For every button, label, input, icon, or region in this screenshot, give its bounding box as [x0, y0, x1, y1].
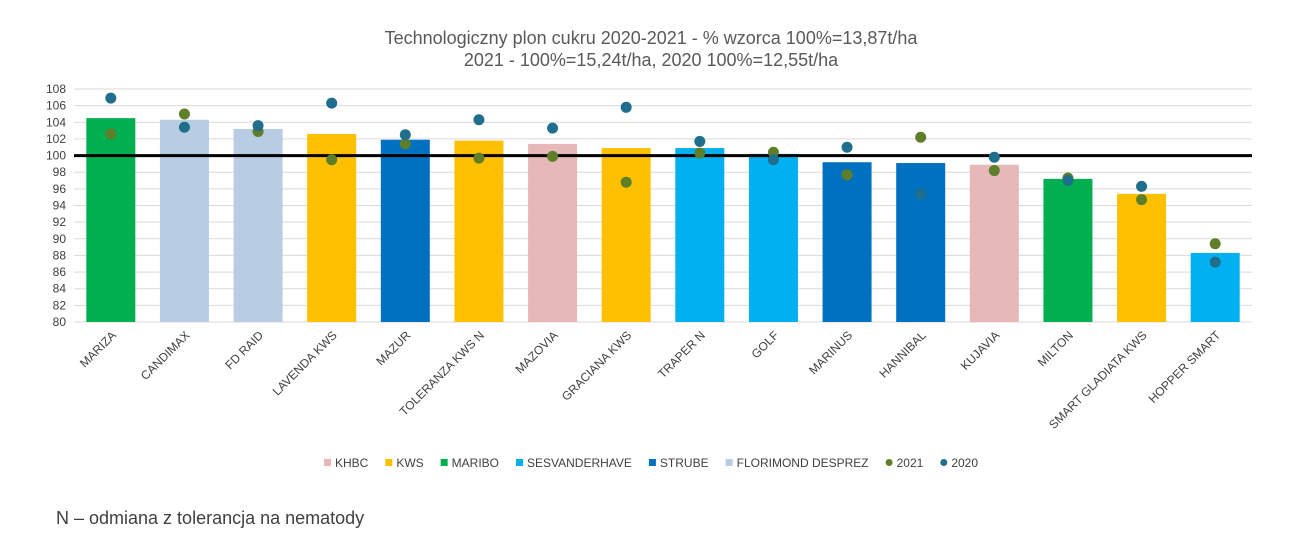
dot-2020-3: [326, 97, 338, 109]
dot-2021-8: [694, 147, 706, 159]
y-tick-label: 98: [53, 165, 67, 179]
dot-2020-12: [988, 151, 1000, 163]
x-tick-label: CANDIMAX: [138, 328, 193, 383]
bar-golf: [748, 153, 798, 322]
bar-mazur: [380, 139, 430, 322]
bar-fd-raid: [233, 128, 283, 322]
y-tick-label: 92: [53, 215, 67, 229]
dot-2020-0: [105, 92, 117, 104]
legend-label: FLORIMOND DESPREZ: [737, 456, 869, 470]
y-tick-label: 96: [53, 182, 67, 196]
dot-2020-1: [178, 121, 190, 133]
y-tick-label: 100: [46, 149, 66, 163]
y-axis: 80 82 84 86 88 90 92 94 96 98 100 102 104 106 108: [46, 82, 66, 329]
dot-2020-8: [694, 135, 706, 147]
legend-label: STRUBE: [660, 456, 709, 470]
chart: Technologiczny plon cukru 2020-2021 - % …: [46, 28, 1252, 470]
dot-2020-5: [473, 114, 485, 126]
bar-marinus: [822, 162, 872, 322]
footnote: N – odmiana z tolerancja na nematody: [56, 508, 365, 528]
legend-swatch: [648, 459, 656, 466]
y-tick-label: 86: [53, 265, 67, 279]
dot-2021-15: [1209, 238, 1221, 250]
bar-traper-n: [675, 148, 725, 322]
x-tick-label: MARIZA: [77, 328, 119, 370]
dot-2021-11: [915, 131, 927, 143]
legend-label: MARIBO: [452, 456, 499, 470]
dot-2021-0: [105, 128, 117, 140]
bar-mariza: [86, 118, 136, 322]
bar-toleranza-kws-n: [454, 140, 504, 322]
dot-2021-7: [620, 176, 632, 188]
y-tick-label: 84: [53, 282, 67, 296]
legend-swatch: [323, 459, 331, 466]
dot-2021-12: [988, 165, 1000, 177]
y-tick-label: 104: [46, 115, 66, 129]
x-tick-label: MARINUS: [806, 328, 855, 377]
bars: [86, 118, 1240, 323]
x-axis: MARIZA CANDIMAX FD RAID LAVENDA KWS MAZURTOL…: [77, 328, 1224, 432]
bar-smart-gladiata-kws: [1117, 193, 1167, 322]
y-tick-label: 106: [46, 99, 66, 113]
legend-swatch: [516, 459, 523, 466]
y-tick-label: 94: [53, 199, 67, 213]
x-tick-label: MAZUR: [373, 328, 413, 368]
dot-2020-14: [1136, 180, 1148, 192]
bar-candimax: [159, 119, 209, 323]
bar-hannibal: [896, 163, 946, 322]
dot-2021-6: [547, 150, 559, 162]
legend-swatch: [725, 459, 733, 466]
dots: [105, 92, 1221, 268]
dot-2021-1: [178, 108, 190, 120]
dot-2020-13: [1062, 175, 1074, 187]
x-tick-label: MILTON: [1035, 328, 1076, 369]
chart-title: Technologiczny plon cukru 2020-2021 - % …: [385, 28, 919, 48]
legend-label: KWS: [396, 456, 423, 470]
x-tick-label: TRAPER N: [655, 328, 708, 381]
dot-2021-3: [326, 154, 338, 166]
dot-2021-14: [1136, 194, 1148, 206]
y-tick-label: 80: [53, 315, 67, 329]
legend-label: SESVANDERHAVE: [527, 456, 632, 470]
bar-kujavia: [969, 164, 1019, 322]
x-tick-label: GRACIANA KWS: [559, 328, 634, 403]
x-tick-label: MAZOVIA: [513, 328, 561, 376]
dot-2020-11: [915, 188, 927, 200]
dot-2021-4: [399, 138, 411, 150]
y-tick-label: 88: [53, 248, 67, 262]
dot-2020-9: [767, 154, 779, 166]
bar-milton: [1043, 178, 1093, 322]
legend-dot: [885, 459, 893, 466]
x-tick-label: HOPPER SMART: [1146, 328, 1224, 406]
x-tick-label: GOLF: [749, 328, 782, 361]
x-tick-label: LAVENDA KWS: [270, 328, 340, 398]
y-tick-label: 108: [46, 82, 66, 96]
bar-mazovia: [528, 143, 578, 322]
legend-swatch: [385, 459, 393, 466]
legend-label: 2020: [951, 456, 978, 470]
dot-2020-15: [1209, 256, 1221, 268]
dot-2020-10: [841, 141, 853, 153]
bar-graciana-kws: [601, 148, 651, 322]
x-tick-label: KUJAVIA: [958, 328, 1003, 373]
x-tick-label: HANNIBAL: [876, 328, 929, 381]
legend-dot: [940, 459, 948, 466]
dot-2021-10: [841, 169, 853, 181]
x-tick-label: FD RAID: [222, 328, 266, 372]
bar-lavenda-kws: [307, 133, 357, 322]
dot-2020-2: [252, 120, 264, 132]
dot-2021-5: [473, 152, 485, 164]
legend-label: KHBC: [335, 456, 369, 470]
y-tick-label: 102: [46, 132, 66, 146]
y-tick-label: 82: [53, 298, 67, 312]
chart-subtitle: 2021 - 100%=15,24t/ha, 2020 100%=12,55t/…: [464, 50, 839, 70]
legend: KHBC KWS MARIBO SESVANDERHAVE STRUBE FLORIMON…: [323, 456, 978, 470]
legend-label: 2021: [897, 456, 924, 470]
dot-2020-7: [620, 101, 632, 113]
x-tick-label: TOLERANZA KWS N: [397, 328, 487, 418]
legend-swatch: [440, 459, 448, 466]
y-tick-label: 90: [53, 232, 67, 246]
dot-2020-6: [547, 122, 559, 134]
dot-2020-4: [399, 129, 411, 141]
